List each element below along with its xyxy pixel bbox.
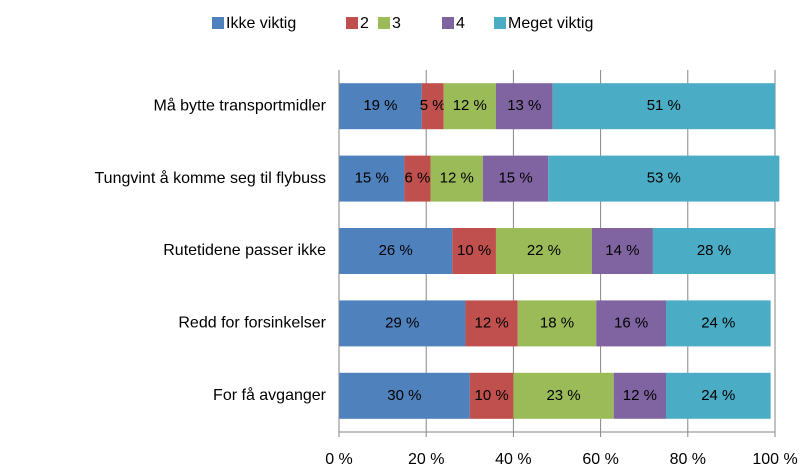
x-tick-label: 0 % [325,451,353,468]
data-label: 24 % [701,387,735,404]
bar-segment [666,372,771,419]
data-label: 12 % [440,170,474,187]
bar-segment [482,155,549,202]
data-label: 24 % [701,314,735,331]
data-label: 30 % [387,387,421,404]
legend-swatch [378,17,390,29]
data-label: 28 % [697,242,731,259]
bar-segment [339,300,466,347]
category-label: Redd for forsinkelser [178,315,326,332]
data-label: 10 % [457,242,491,259]
bar-segment [666,300,771,347]
bar-segment [421,83,444,130]
legend-label: 4 [456,15,465,32]
data-label: 12 % [623,387,657,404]
data-label: 51 % [647,97,681,114]
category-label: Rutetidene passer ikke [163,242,326,259]
data-label: 16 % [614,314,648,331]
data-label: 6 % [405,170,431,187]
data-label: 15 % [498,170,532,187]
bar-segment [339,372,470,419]
data-label: 23 % [546,387,580,404]
data-label: 29 % [385,314,419,331]
bar-segment [404,155,431,202]
data-label: 10 % [474,387,508,404]
data-label: 13 % [507,97,541,114]
data-label: 12 % [474,314,508,331]
x-tick-label: 80 % [670,451,706,468]
category-label: Tungvint å komme seg til flybuss [95,169,327,187]
bar-segment [469,372,514,419]
bar-segment [339,228,453,274]
data-label: 22 % [527,242,561,259]
legend-label: Ikke viktig [226,15,296,32]
x-tick-label: 20 % [408,451,444,468]
bar-segment [495,83,553,130]
bar-segment [443,83,496,130]
legend-swatch [212,17,224,29]
bar-segment [513,372,614,419]
data-label: 5 % [420,97,446,114]
data-label: 53 % [647,170,681,187]
bar-segment [591,228,653,274]
legend-label: 3 [392,15,401,32]
bar-segment [613,372,666,419]
data-label: 26 % [379,242,413,259]
category-label: Må bytte transportmidler [153,96,326,114]
legend-label: 2 [360,15,369,32]
legend-swatch [494,17,506,29]
data-label: 15 % [355,170,389,187]
bar-segment [465,300,518,347]
data-label: 18 % [540,314,574,331]
data-label: 19 % [363,97,397,114]
bar-segment [548,155,780,202]
legend-swatch [442,17,454,29]
bar-segment [552,83,775,130]
category-label: For få avganger [213,386,327,404]
bar-segment [430,155,483,202]
x-tick-label: 60 % [582,451,618,468]
data-label: 14 % [605,242,639,259]
legend-label: Meget viktig [508,15,593,32]
data-label: 12 % [453,97,487,114]
x-tick-label: 100 % [752,451,797,468]
bar-segment [495,228,592,274]
bar-segment [517,300,597,347]
bar-segment [339,155,405,202]
bar-segment [452,228,496,274]
bar-segment [652,228,775,274]
legend-swatch [346,17,358,29]
bar-segment [596,300,666,347]
bar-segment [339,83,422,130]
x-tick-label: 40 % [495,451,531,468]
